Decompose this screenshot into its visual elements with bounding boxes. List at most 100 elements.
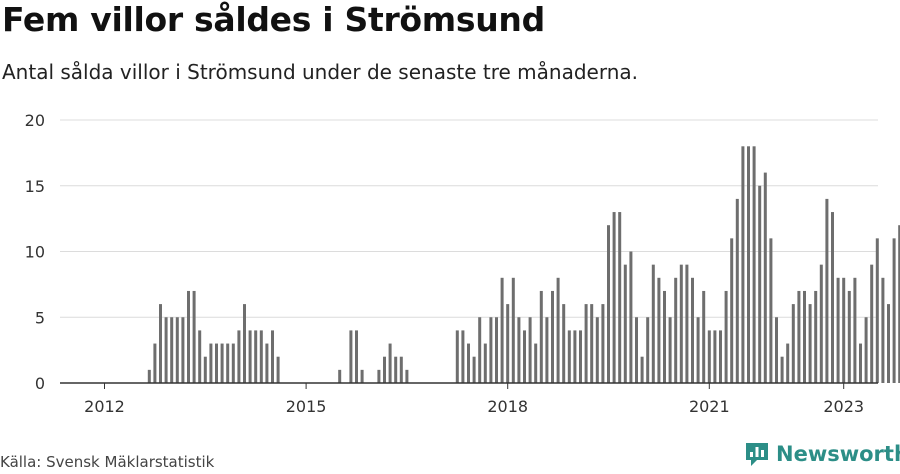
bar	[758, 185, 762, 383]
x-tick-label: 2012	[84, 397, 125, 416]
bar	[276, 356, 280, 383]
bar	[584, 304, 588, 383]
bar	[164, 317, 168, 383]
bar	[898, 225, 900, 383]
newsworthy-logo[interactable]: Newsworthy	[744, 441, 900, 467]
bar	[551, 290, 554, 383]
bar	[892, 238, 896, 383]
bar	[780, 356, 784, 383]
bar	[360, 369, 364, 383]
bar	[797, 290, 801, 383]
bar	[534, 343, 538, 383]
bar	[567, 330, 571, 383]
bar	[629, 251, 633, 383]
bar	[226, 343, 230, 383]
bar	[170, 317, 174, 383]
x-tick-label: 2021	[689, 397, 730, 416]
bar	[623, 264, 627, 383]
bar	[741, 146, 745, 383]
bar	[511, 277, 515, 383]
bar	[203, 356, 207, 383]
bar	[887, 304, 890, 383]
bar	[394, 356, 398, 383]
bar	[713, 330, 717, 383]
bar	[455, 330, 459, 383]
bar	[719, 330, 722, 383]
bar	[254, 330, 258, 383]
bar	[735, 198, 739, 383]
bar	[500, 277, 504, 383]
bar	[875, 238, 879, 383]
bar	[523, 330, 526, 383]
bar	[349, 330, 353, 383]
source-note: Källa: Svensk Mäklarstatistik	[0, 453, 215, 471]
bar	[237, 330, 241, 383]
bar	[825, 198, 829, 383]
bar	[819, 264, 823, 383]
bar	[847, 290, 851, 383]
bar	[483, 343, 487, 383]
bar	[657, 277, 661, 383]
bar	[853, 277, 857, 383]
bar	[383, 356, 386, 383]
bar	[209, 343, 213, 383]
bar	[198, 330, 202, 383]
bar	[175, 317, 179, 383]
bar	[271, 330, 274, 383]
bar	[769, 238, 773, 383]
bar	[495, 317, 498, 383]
bar	[489, 317, 493, 383]
bar	[803, 290, 806, 383]
chart-title: Fem villor såldes i Strömsund	[2, 0, 545, 39]
y-tick-label: 10	[25, 243, 45, 262]
bar	[607, 225, 610, 383]
bar	[702, 290, 706, 383]
bar	[651, 264, 655, 383]
bar	[220, 343, 224, 383]
bar	[467, 343, 470, 383]
bar	[506, 304, 510, 383]
bar	[478, 317, 482, 383]
bar	[752, 146, 756, 383]
y-tick-label: 0	[35, 374, 45, 393]
bar	[159, 304, 162, 383]
bar	[663, 290, 666, 383]
bar	[517, 317, 521, 383]
bar	[775, 317, 778, 383]
bar	[528, 317, 532, 383]
bar	[181, 317, 185, 383]
bar	[814, 290, 818, 383]
bar	[679, 264, 683, 383]
y-tick-label: 20	[25, 111, 45, 130]
bar	[545, 317, 549, 383]
chart-subtitle: Antal sålda villor i Strömsund under de …	[2, 60, 638, 84]
bar	[539, 290, 543, 383]
bar	[562, 304, 566, 383]
x-tick-label: 2023	[823, 397, 864, 416]
bar	[153, 343, 157, 383]
bar	[747, 146, 750, 383]
x-tick-label: 2018	[487, 397, 528, 416]
bar	[612, 212, 616, 383]
bar	[724, 290, 728, 383]
brand-name: Newsworthy	[776, 442, 900, 466]
bar	[355, 330, 358, 383]
bar	[864, 317, 868, 383]
bar	[707, 330, 711, 383]
bar	[791, 304, 795, 383]
bar	[388, 343, 392, 383]
bar	[601, 304, 605, 383]
bar	[635, 317, 638, 383]
bar	[696, 317, 700, 383]
bar	[377, 369, 381, 383]
bar	[786, 343, 790, 383]
bar	[231, 343, 235, 383]
bar	[842, 277, 846, 383]
bar	[685, 264, 689, 383]
bar	[579, 330, 582, 383]
y-tick-label: 5	[35, 308, 45, 327]
bar	[259, 330, 263, 383]
bar	[836, 277, 840, 383]
bar	[881, 277, 885, 383]
